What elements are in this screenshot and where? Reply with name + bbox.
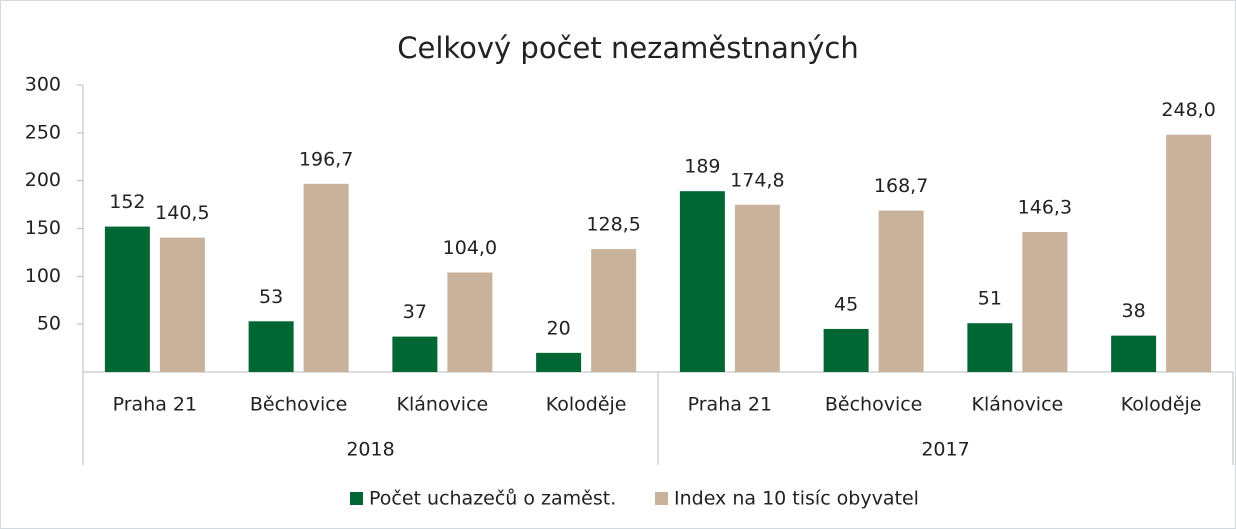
- data-label: 37: [403, 301, 427, 323]
- x-tick-label: Klánovice: [397, 394, 489, 416]
- data-label: 174,8: [730, 169, 784, 191]
- data-label: 189: [684, 156, 720, 178]
- bar: [734, 204, 780, 372]
- bar: [967, 323, 1013, 372]
- data-label: 38: [1122, 300, 1146, 322]
- y-tick-label: 100: [25, 265, 61, 287]
- y-tick-label: 150: [25, 217, 61, 239]
- bar: [823, 328, 869, 372]
- chart-title: Celkový počet nezaměstnaných: [397, 31, 859, 65]
- x-tick-label: Koloděje: [1121, 394, 1202, 416]
- bar: [104, 226, 150, 372]
- data-label: 196,7: [299, 148, 353, 170]
- x-tick-label: Praha 21: [113, 394, 197, 416]
- bar: [591, 249, 637, 372]
- bar: [536, 352, 582, 372]
- data-label: 152: [109, 191, 145, 213]
- x-tick-label: Praha 21: [688, 394, 772, 416]
- bar: [303, 183, 349, 372]
- x-tick-label: Klánovice: [972, 394, 1064, 416]
- x-tick-label: Běchovice: [250, 394, 348, 416]
- bar: [392, 336, 438, 372]
- legend-label: Počet uchazečů o zaměst.: [369, 488, 616, 510]
- data-label: 128,5: [586, 214, 640, 236]
- group-label: 2018: [346, 439, 394, 461]
- legend-swatch: [350, 492, 363, 505]
- bar: [248, 321, 294, 372]
- legend-swatch: [655, 492, 668, 505]
- group-label: 2017: [921, 439, 969, 461]
- data-label: 104,0: [443, 237, 497, 259]
- legend-label: Index na 10 tisíc obyvatel: [674, 488, 919, 510]
- data-label: 51: [978, 288, 1002, 310]
- data-label: 20: [547, 317, 571, 339]
- data-label: 146,3: [1018, 197, 1072, 219]
- bar: [878, 210, 924, 372]
- bar: [1166, 134, 1212, 372]
- y-tick-label: 200: [25, 169, 61, 191]
- x-tick-label: Koloděje: [546, 394, 627, 416]
- bar: [1022, 232, 1068, 372]
- y-tick-label: 250: [25, 121, 61, 143]
- bar: [1111, 335, 1157, 372]
- data-label: 53: [259, 286, 283, 308]
- data-label: 140,5: [155, 202, 209, 224]
- x-tick-label: Běchovice: [825, 394, 923, 416]
- bar: [679, 191, 725, 372]
- y-tick-label: 50: [37, 313, 61, 335]
- bar: [447, 272, 493, 372]
- data-label: 248,0: [1161, 99, 1215, 121]
- data-label: 45: [834, 293, 858, 315]
- data-label: 168,7: [874, 175, 928, 197]
- bar: [159, 237, 205, 372]
- y-tick-label: 300: [25, 74, 61, 96]
